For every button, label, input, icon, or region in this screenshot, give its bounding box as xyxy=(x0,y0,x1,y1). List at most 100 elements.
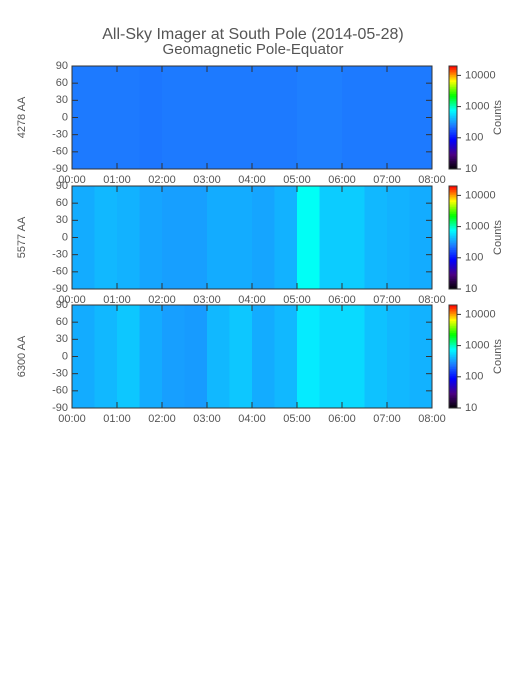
colorbar-swatch xyxy=(449,66,457,69)
colorbar-frame xyxy=(448,185,458,290)
colorbar-tick-label: 10000 xyxy=(465,308,496,320)
colorbar-swatch xyxy=(449,334,457,337)
colorbar-swatch xyxy=(449,317,457,320)
colorbar-swatch xyxy=(449,204,457,208)
colorbar-swatch xyxy=(449,366,457,370)
colorbar-swatch xyxy=(449,315,457,318)
colorbar-swatch xyxy=(449,115,457,118)
heat-cell xyxy=(207,305,230,408)
colorbar-swatch xyxy=(449,213,457,216)
colorbar-swatch xyxy=(449,132,457,136)
colorbar-swatch xyxy=(449,136,457,139)
colorbar-swatch xyxy=(449,83,457,86)
colorbar-swatch xyxy=(449,194,457,197)
colorbar-swatch xyxy=(449,346,457,349)
heat-cell xyxy=(252,186,275,289)
colorbar-swatch xyxy=(449,114,457,117)
colorbar-swatch xyxy=(449,406,457,409)
x-tick-label: 06:00 xyxy=(328,413,356,425)
colorbar-swatch xyxy=(449,108,457,112)
colorbar-swatch xyxy=(449,385,457,388)
colorbar-tick-label: 1000 xyxy=(465,340,489,352)
colorbar-tick-label: 1000 xyxy=(465,221,489,233)
colorbar-frame xyxy=(448,304,458,409)
colorbar-swatch xyxy=(449,187,457,190)
colorbar-swatch xyxy=(449,271,457,275)
y-tick-label: 30 xyxy=(56,214,68,226)
heat-cell xyxy=(409,186,433,289)
colorbar-swatch xyxy=(449,353,457,356)
colorbar-swatch xyxy=(449,395,457,399)
colorbar-frame xyxy=(448,65,458,170)
colorbar-swatch xyxy=(449,399,457,402)
heat-cell xyxy=(229,186,253,289)
heat-cell xyxy=(139,305,163,408)
colorbar-swatch xyxy=(449,318,457,321)
colorbar-swatch xyxy=(449,280,457,283)
colorbar-swatch xyxy=(449,225,457,228)
colorbar-swatch xyxy=(449,344,457,347)
colorbar-swatch xyxy=(449,220,457,223)
y-tick-label: -30 xyxy=(52,129,68,141)
colorbar-swatch xyxy=(449,215,457,218)
heat-cell xyxy=(184,66,208,169)
colorbar-swatch xyxy=(449,235,457,238)
colorbar-swatch xyxy=(449,153,457,156)
colorbar-swatch xyxy=(449,375,457,378)
colorbar-swatch xyxy=(449,124,457,127)
heat-cell xyxy=(409,305,433,408)
colorbar-swatch xyxy=(449,278,457,281)
colorbar-swatch xyxy=(449,134,457,137)
colorbar-swatch xyxy=(449,141,457,144)
colorbar-swatch xyxy=(449,239,457,242)
colorbar-swatch xyxy=(449,198,457,201)
heat-cell xyxy=(387,305,410,408)
heat-cell xyxy=(319,66,343,169)
heat-cell xyxy=(297,305,320,408)
colorbar-swatch xyxy=(449,127,457,131)
y-tick-label: 90 xyxy=(56,299,68,311)
colorbar-swatch xyxy=(449,268,457,271)
y-tick-label: -60 xyxy=(52,146,68,158)
colorbar-swatch xyxy=(449,246,457,249)
x-tick-label: 03:00 xyxy=(193,294,221,306)
colorbar-swatch xyxy=(449,227,457,230)
colorbar-swatch xyxy=(449,167,457,170)
colorbar-swatch xyxy=(449,394,457,397)
colorbar-swatch xyxy=(449,330,457,333)
heat-cell xyxy=(342,66,365,169)
colorbar-swatch xyxy=(449,310,457,313)
colorbar-swatch xyxy=(449,259,457,263)
y-tick-label: 90 xyxy=(56,60,68,72)
colorbar-swatch xyxy=(449,249,457,252)
x-tick-label: 07:00 xyxy=(373,294,401,306)
colorbar-swatch xyxy=(449,98,457,101)
colorbar-swatch xyxy=(449,78,457,81)
y-tick-label: 60 xyxy=(56,316,68,328)
heat-cell xyxy=(387,186,410,289)
colorbar-swatch xyxy=(449,247,457,251)
colorbar-swatch xyxy=(449,105,457,108)
y-tick-label: 30 xyxy=(56,94,68,106)
colorbar-swatch xyxy=(449,397,457,400)
x-tick-label: 08:00 xyxy=(418,413,446,425)
x-tick-label: 04:00 xyxy=(238,413,266,425)
heat-cell xyxy=(274,305,298,408)
colorbar-swatch xyxy=(449,363,457,366)
colorbar-swatch xyxy=(449,201,457,204)
x-tick-label: 07:00 xyxy=(373,413,401,425)
colorbar-swatch xyxy=(449,282,457,285)
colorbar-swatch xyxy=(449,208,457,211)
heat-cell xyxy=(319,186,343,289)
colorbar-swatch xyxy=(449,252,457,256)
colorbar-swatch xyxy=(449,138,457,141)
heat-cell xyxy=(364,186,388,289)
heat-cell xyxy=(252,66,275,169)
colorbar-tick-label: 100 xyxy=(465,371,483,383)
colorbar-swatch xyxy=(449,266,457,269)
colorbar-swatch xyxy=(449,311,457,315)
heat-cell xyxy=(139,186,163,289)
x-tick-label: 05:00 xyxy=(283,294,311,306)
colorbar-swatch xyxy=(449,196,457,199)
